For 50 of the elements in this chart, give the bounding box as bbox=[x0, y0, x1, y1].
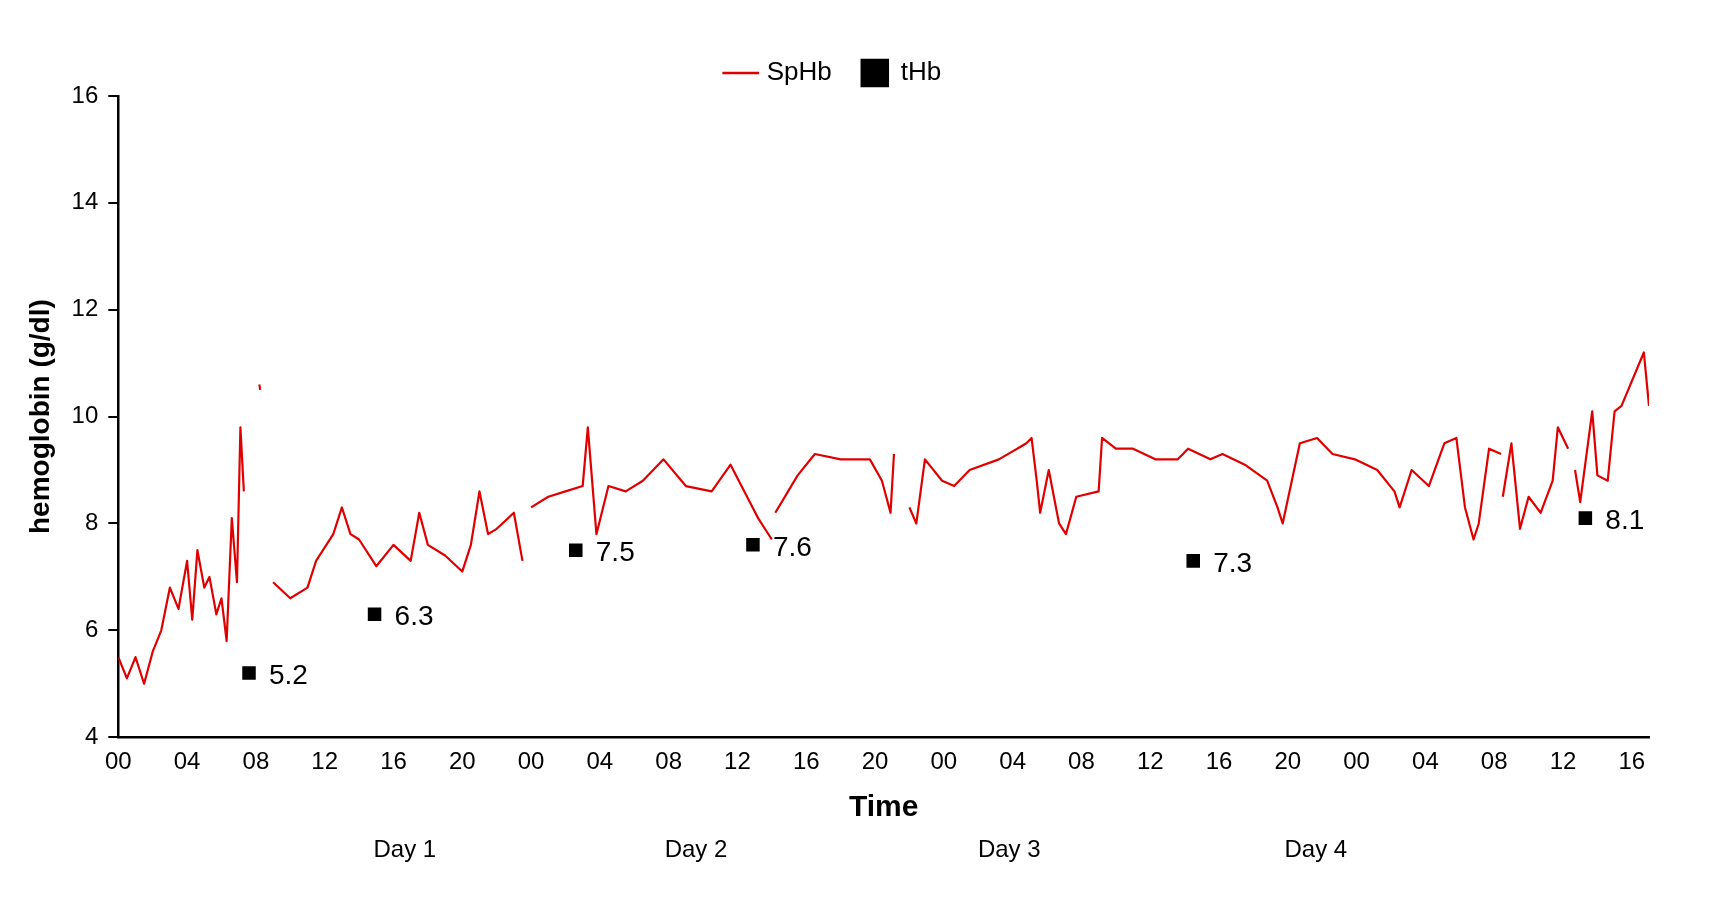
x-tick-label: 12 bbox=[724, 747, 751, 775]
x-tick-label: 08 bbox=[242, 747, 270, 775]
x-axis-title: Time bbox=[848, 789, 919, 823]
point bbox=[367, 607, 382, 622]
data-label: 7.3 bbox=[1213, 546, 1253, 578]
x-tick-label: 12 bbox=[1549, 747, 1577, 775]
text: Day 2 bbox=[664, 835, 728, 863]
point bbox=[1186, 554, 1200, 568]
y-tick-label: 12 bbox=[71, 294, 99, 322]
x-tick-label: 16 bbox=[380, 747, 407, 775]
x-tick-label: 04 bbox=[1412, 747, 1439, 775]
point bbox=[569, 543, 583, 557]
x-tick-label: 04 bbox=[586, 747, 614, 775]
x-tick-label: 16 bbox=[1618, 747, 1646, 775]
legend-label: SpHb bbox=[766, 56, 832, 87]
point bbox=[242, 666, 256, 680]
x-tick-label: 00 bbox=[1343, 747, 1370, 775]
x-tick-label: 20 bbox=[861, 747, 889, 775]
x-tick-label: 16 bbox=[792, 747, 820, 775]
x-tick-label: 04 bbox=[999, 747, 1026, 775]
data-label: 8.1 bbox=[1605, 503, 1645, 535]
x-tick-label: 08 bbox=[1480, 747, 1508, 775]
x-tick-label: 12 bbox=[311, 747, 339, 775]
y-tick-label: 16 bbox=[71, 80, 99, 108]
x-tick-label: 04 bbox=[173, 747, 201, 775]
x-tick-label: 00 bbox=[104, 747, 132, 775]
x-tick-label: 20 bbox=[1274, 747, 1302, 775]
legend-label: tHb bbox=[900, 56, 942, 87]
data-label: 7.6 bbox=[772, 530, 812, 562]
x-tick-label: 20 bbox=[448, 747, 476, 775]
text: Day 4 bbox=[1284, 835, 1348, 863]
data-label: 7.5 bbox=[595, 535, 635, 567]
point bbox=[746, 538, 760, 552]
y-tick-label: 10 bbox=[71, 401, 99, 429]
x-tick-label: 16 bbox=[1205, 747, 1233, 775]
y-tick-label: 8 bbox=[84, 508, 99, 536]
point bbox=[1578, 511, 1593, 525]
x-tick-label: 00 bbox=[517, 747, 545, 775]
y-tick-label: 4 bbox=[84, 721, 99, 749]
x-tick-label: 08 bbox=[655, 747, 683, 775]
text: Day 1 bbox=[373, 835, 437, 863]
y-axis-title: hemoglobin (g/dl) bbox=[23, 299, 55, 535]
data-label: 5.2 bbox=[269, 658, 308, 690]
x-tick-label: 00 bbox=[930, 747, 958, 775]
x-tick-label: 08 bbox=[1068, 747, 1095, 775]
text: Day 3 bbox=[977, 835, 1041, 863]
x-tick-label: 12 bbox=[1136, 747, 1164, 775]
data-label: 6.3 bbox=[394, 600, 434, 632]
y-tick-label: 6 bbox=[84, 614, 99, 642]
y-tick-label: 14 bbox=[71, 187, 99, 215]
